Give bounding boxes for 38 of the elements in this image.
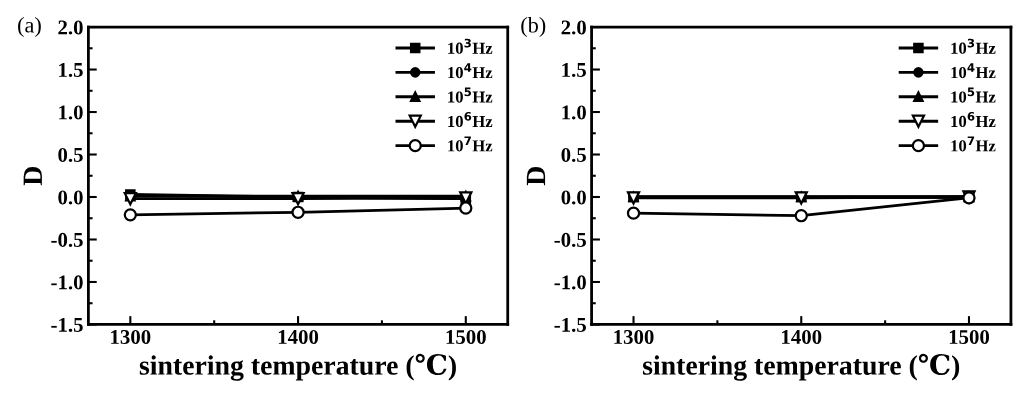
y-tick-label: -1.0 <box>51 275 83 290</box>
x-tick-label: 1300 <box>111 329 151 344</box>
y-tick-label: 0.0 <box>58 190 83 205</box>
x-axis-title: sintering temperature (℃) <box>139 353 456 381</box>
x-tick-label: 1400 <box>782 329 822 344</box>
y-axis-title: D <box>526 167 546 186</box>
x-tick-label: 1300 <box>614 329 654 344</box>
legend-label: 10$^{5}$Hz <box>951 87 996 103</box>
legend-label: 10$^{5}$Hz <box>448 87 493 103</box>
legend-label: 10$^{4}$Hz <box>951 63 996 79</box>
legend-label: 10$^{7}$Hz <box>448 136 493 152</box>
y-tick-label: 0.5 <box>561 147 586 163</box>
y-tick-label: -1.5 <box>51 317 83 332</box>
legend-label: 10$^{7}$Hz <box>951 136 996 152</box>
y-tick-label: -1.0 <box>554 275 586 290</box>
text: (a) <box>18 16 41 38</box>
x-tick-label: 1500 <box>446 329 486 344</box>
y-tick-label: -0.5 <box>554 232 586 248</box>
legend-label: 10$^{6}$Hz <box>951 111 996 128</box>
y-tick-label: 1.0 <box>562 105 586 120</box>
legend-label: 10$^{6}$Hz <box>448 111 493 128</box>
y-tick-label: 2.0 <box>58 20 83 35</box>
y-tick-label: 2.0 <box>561 20 586 35</box>
y-tick-label: 0.5 <box>58 147 83 163</box>
y-tick-label: 1.5 <box>59 63 83 78</box>
legend-label: 10$^{4}$Hz <box>448 63 493 79</box>
y-tick-label: 1.5 <box>562 63 586 78</box>
y-tick-label: -1.5 <box>554 317 586 332</box>
legend-label: 10$^{3}$Hz <box>951 38 996 54</box>
y-axis-title: D <box>23 167 42 186</box>
legend-label: 10$^{3}$Hz <box>448 38 493 54</box>
text: (b) <box>521 16 546 38</box>
x-axis-title: sintering temperature (℃) <box>643 353 960 381</box>
y-tick-label: -0.5 <box>51 232 83 248</box>
x-tick-label: 1400 <box>278 329 319 344</box>
y-tick-label: 0.0 <box>561 190 586 205</box>
x-tick-label: 1500 <box>949 329 990 344</box>
y-tick-label: 1.0 <box>59 105 83 120</box>
